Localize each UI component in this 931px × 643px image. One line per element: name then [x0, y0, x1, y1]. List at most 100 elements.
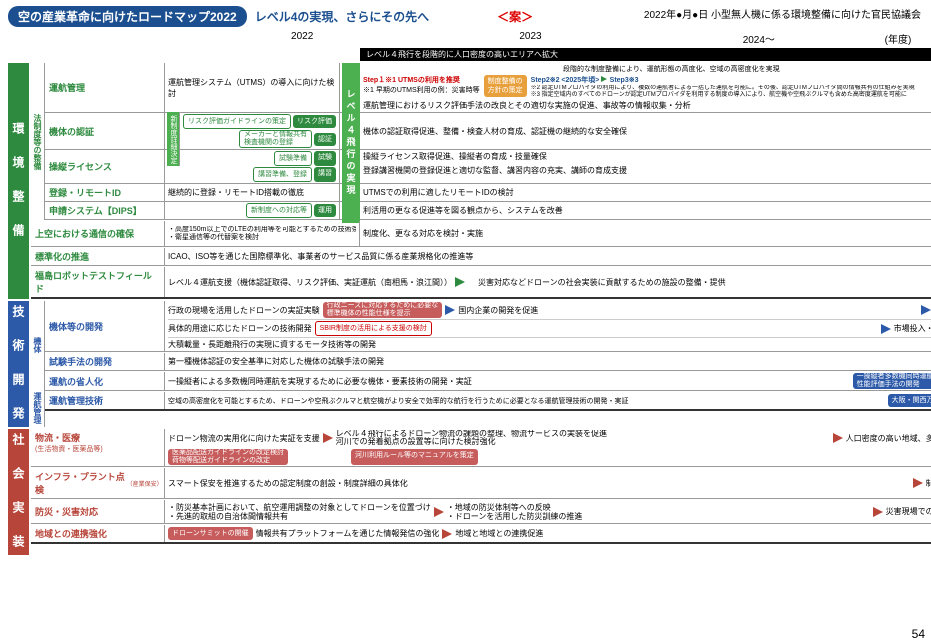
black-sub: 段階的な制度整備により、運航形態の高度化、空域の高密度化を実現 — [563, 64, 780, 74]
soc-r4-a: 情報共有プラットフォームを通じた情報発信の強化 — [256, 528, 440, 539]
header-date: 2022年●月●日 小型無人機に係る環境整備に向けた官民協議会 — [644, 6, 921, 21]
arrow-icon — [921, 305, 931, 315]
policy-box: 制度整備の 方針の策定 — [484, 75, 527, 97]
tech-r1-red: 行政ニーズに対応するために必要な 標準機体の性能仕様を提示 — [323, 302, 443, 318]
soc-r2-label: インフラ・プラント点検 （産業保安） — [31, 468, 165, 498]
env-r2-right: 機体の認証取得促進、整備・検査人材の育成、認証機の継続的な安全確保 — [363, 126, 627, 137]
tech-r5-label: 運航の省人化 — [45, 372, 165, 390]
tech-r2-b: 市場投入・活用促進 — [894, 323, 931, 334]
env-r4-label: 登録・リモートID — [45, 184, 165, 201]
soc-r1-b: レベル４飛行によるドローン物流の課題の整理、物流サービスの実装を促進 河川での発… — [336, 430, 607, 446]
tech-r4-a: 第一種機体認証の安全基準に対応した機体の試験手法の開発 — [168, 356, 384, 367]
env-r4-right: UTMSでの利用に適したリモートIDの検討 — [363, 187, 514, 198]
arrow-icon — [434, 507, 444, 517]
year-2022: 2022 — [188, 31, 416, 46]
tech-r2-a: 具体的用途に応じたドローンの技術開発 — [168, 323, 312, 334]
tech-r2-red: SBIR制度の活用による支援の検討 — [315, 321, 432, 336]
soc-r1-sublabel: (生活物資・医薬品等) — [35, 444, 103, 454]
tech-r6-a: 空域の高密度化を可能とするため、ドローンや空飛ぶクルマと航空機がより安全で効率的… — [168, 396, 629, 406]
env-r7-text: ICAO、ISO等を通じた国際標準化、事業者のサービス品質に係る産業規格化の推進… — [168, 251, 473, 262]
page-number: 54 — [912, 627, 925, 641]
year-unit: (年度) — [873, 31, 923, 46]
env-r6-right: 制度化、更なる対応を検討・実施 — [363, 228, 483, 239]
soc-r1-c: 人口密度の高い地域、多数機運航 — [846, 433, 931, 444]
soc-r4-red: ドローンサミットの開催 — [168, 527, 253, 540]
soc-r3-c: 災害現場での活用拡大 — [886, 506, 931, 517]
env-r8-label: 福島ロボットテストフィールド — [31, 267, 165, 297]
pill: メーカーと情報共有 検査機関の登録 — [239, 130, 312, 148]
arrow-icon — [913, 478, 923, 488]
step-arrow-icon — [601, 76, 607, 82]
env-r1-label: 運航管理 — [45, 63, 165, 112]
soc-r4-label: 地域との連携強化 — [31, 525, 165, 542]
tech-r4-label: 試験手法の開発 — [45, 353, 165, 370]
arrow-icon — [442, 529, 452, 539]
pill: 試験準備 — [274, 151, 312, 166]
env-r6-left: ・高度150m以上でのLTEの利用等を可能とするための技術条件や手続の簡素化を検… — [168, 226, 356, 242]
soc-r2-sublabel: （産業保安） — [127, 479, 160, 488]
pill: 新制度への対応等 — [246, 203, 312, 218]
arrow-icon — [881, 324, 891, 334]
env-r5-right: 利活用の更なる促進等を図る観点から、システムを改善 — [363, 205, 563, 216]
black-banner: レベル４飛行を段階的に人口密度の高いエリアへ拡大 — [360, 48, 931, 61]
page-subtitle: レベル4の実現、さらにその先へ — [255, 8, 429, 25]
soc-r2-b: 制度の施行 — [926, 478, 931, 489]
env-sublabel: 法制度等の整備 — [31, 63, 45, 220]
page-title-pill: 空の産業革命に向けたロードマップ2022 — [8, 6, 247, 27]
section-tech-label: 技 術 開 発 — [8, 301, 29, 427]
soc-r3-a: ・防災基本計画において、航空運用調整の対象としてドローンを位置づけ ・先進的取組… — [168, 503, 431, 521]
arrow-icon — [873, 507, 883, 517]
draft-label: ＜案＞ — [497, 8, 533, 25]
tag: 運用 — [314, 204, 336, 217]
env-r7-label: 標準化の推進 — [31, 248, 165, 265]
tag: 試験 — [314, 151, 336, 166]
tech-r5-blue: 一操縦者多数機同時運航のための 性能評価手法の開発 — [853, 373, 931, 389]
year-2024: 2024～ — [645, 31, 873, 46]
soc-r1-red2: 河川利用ルール等のマニュアルを策定 — [351, 449, 478, 465]
pill: リスク評価ガイドラインの策定 — [183, 114, 291, 129]
env-r3-right1: 操縦ライセンス取得促進、操縦者の育成・技量確保 — [363, 151, 547, 162]
env-r8-right: 災害対応などドローンの社会実装に貢献するための施設の整備・提供 — [478, 277, 726, 288]
env-r1-left: 運航管理システム（UTMS）の導入に向けた検討 — [168, 77, 336, 99]
tech-r6-blue: 大阪・関西万博で実証 — [888, 394, 931, 407]
soc-r2-a: スマート保安を推進するための認定制度の創設・制度詳細の具体化 — [168, 478, 408, 489]
step1-note: ※1 早期のUTMS利用の例：災害時等 — [363, 85, 480, 95]
step-notes: ※2 認定UTMプロバイダの利用により、複数の運航者による一括した運航を可能に。… — [531, 85, 915, 99]
tag: 認証 — [314, 133, 336, 146]
green-mid-label: レベル４飛行の実現 — [342, 63, 360, 223]
env-r5-label: 申請システム【DIPS】 — [45, 202, 165, 219]
tech-r3-a: 大積載量・長距離飛行の実現に資するモータ技術等の開発 — [168, 339, 376, 350]
soc-r1-red1: 医薬品配送ガイドラインの改定検討 荷物等配送ガイドラインの改定 — [168, 449, 288, 465]
tag: リスク評価 — [293, 115, 336, 128]
env-r3-label: 操縦ライセンス — [45, 150, 165, 183]
env-r3-right2: 登録講習機関の登録促進と適切な監督、講習内容の充実、講師の育成支援 — [363, 165, 627, 176]
tag: 講習 — [314, 167, 336, 182]
env-r4-left: 継続的に登録・リモートID搭載の徹底 — [168, 187, 304, 198]
tech-r1-b: 国内企業の開発を促進 — [458, 305, 538, 316]
soc-r1-label: 物流・医療 (生活物資・医薬品等) — [31, 429, 165, 466]
env-r8-left: レベル４運航支援（機体認証取得、リスク評価、実証運航（南相馬・浪江間）） — [168, 277, 452, 288]
tech-r6-label: 運航管理技術 — [45, 392, 165, 409]
tech-sub2: 運航管理 — [31, 389, 45, 427]
soc-r3-b: ・地域の防災体制等への反映 ・ドローンを活用した防災訓練の推進 — [447, 503, 583, 521]
env-r1-right: 運航管理におけるリスク評価手法の改良とその適切な実施の促進、事故等の情報収集・分… — [363, 100, 691, 111]
tech-r1-a: 行政の現場を活用したドローンの実証実験 — [168, 305, 320, 316]
env-r2-label: 機体の認証 — [45, 113, 165, 149]
step2: Step2※2 <2025年頃> — [531, 77, 600, 84]
tech-sub1: 機体 — [31, 301, 45, 389]
step1: Step１※1 UTMSの利用を推奨 — [363, 75, 480, 85]
pill: 講習準備、登録 — [253, 167, 312, 182]
arrow-icon — [323, 433, 333, 443]
arrow-icon — [445, 305, 455, 315]
tech-r1-label: 機体等の開発 — [45, 301, 165, 351]
soc-r3-label: 防災・災害対応 — [31, 500, 165, 523]
timeline: 2022 2023 2024～ (年度) — [188, 31, 923, 46]
arrow-icon — [455, 277, 465, 287]
section-soc-label: 社 会 実 装 — [8, 429, 29, 555]
tech-r5-a: 一操縦者による多数機同時運航を実現するために必要な機体・要素技術の開発・実証 — [168, 376, 472, 387]
env-r6-label: 上空における通信の確保 — [31, 221, 165, 246]
step3: Step3※3 — [610, 77, 639, 84]
section-env-label: 環 境 整 備 — [8, 63, 29, 299]
soc-r4-b: 地域と地域との連携促進 — [455, 528, 543, 539]
year-2023: 2023 — [416, 31, 644, 46]
